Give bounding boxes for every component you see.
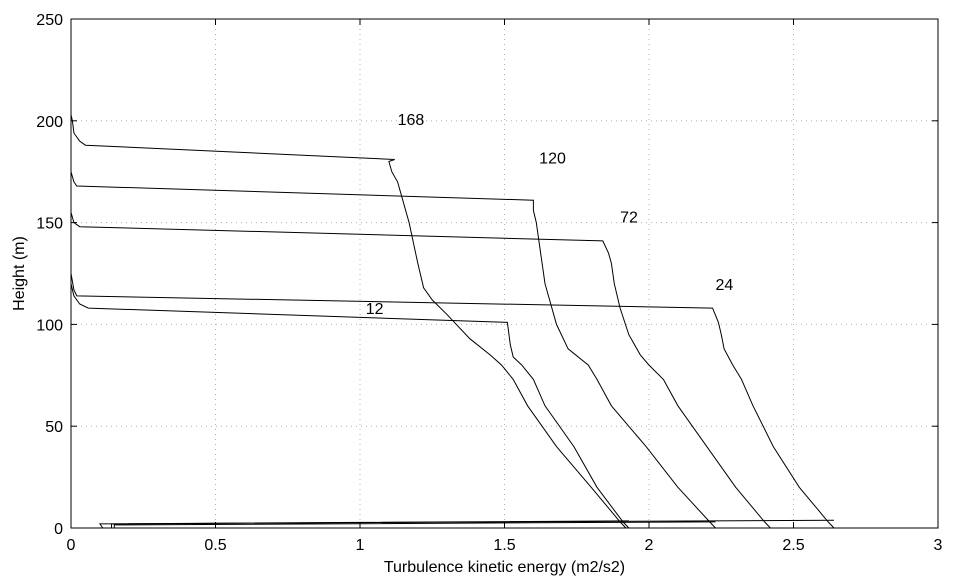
- y-tick-label: 150: [36, 216, 63, 233]
- series-label-120: 120: [539, 151, 566, 168]
- series-line-120: [70, 171, 716, 529]
- x-tick-label: 2.5: [782, 537, 804, 554]
- x-axis-title: Turbulence kinetic energy (m2/s2): [384, 559, 625, 576]
- y-tick-label: 100: [36, 317, 63, 334]
- y-tick-label: 250: [36, 12, 63, 29]
- series-label-24: 24: [715, 277, 733, 294]
- y-axis-title: Height (m): [11, 236, 28, 311]
- series-line-72: [70, 212, 771, 529]
- y-tick-label: 200: [36, 114, 63, 131]
- y-tick-label: 0: [54, 521, 63, 538]
- series-line-12: [70, 114, 627, 529]
- x-tick-label: 1.5: [493, 537, 515, 554]
- x-tick-label: 3: [934, 537, 943, 554]
- series-label-168: 168: [398, 112, 425, 129]
- surface-trace-1: [111, 519, 835, 528]
- x-tick-label: 2: [645, 537, 654, 554]
- series-labels: 12 24 72 120 168: [366, 112, 734, 318]
- y-tick-label: 50: [45, 419, 63, 436]
- series-line-24: [70, 263, 835, 529]
- x-tick-label: 0: [67, 537, 76, 554]
- surface-trace-2: [113, 521, 716, 528]
- series-lines: [70, 114, 835, 529]
- series-label-72: 72: [620, 210, 638, 227]
- x-tick-label: 1: [356, 537, 365, 554]
- series-label-12: 12: [366, 301, 384, 318]
- x-tick-label: 0.5: [204, 537, 226, 554]
- series-line-168: [70, 283, 630, 529]
- ticks: 0 0.5 1 1.5 2 2.5 3 0 50 100 150 200 250: [36, 12, 942, 554]
